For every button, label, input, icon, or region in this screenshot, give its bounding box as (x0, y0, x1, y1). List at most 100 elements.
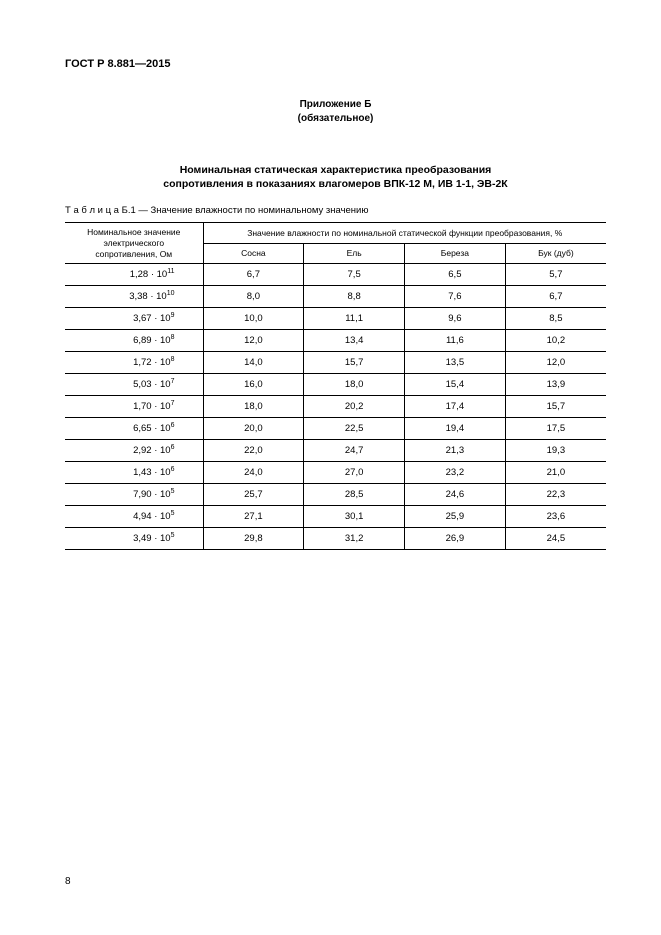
col-header-group: Значение влажности по номинальной статич… (203, 223, 606, 243)
cell-value: 23,2 (405, 462, 506, 484)
cell-value: 24,0 (203, 462, 304, 484)
appendix-heading: Приложение Б (обязательное) (65, 98, 606, 125)
table-row: 1,28 · 10116,77,56,55,7 (65, 264, 606, 286)
cell-resistance: 4,94 · 105 (65, 506, 203, 528)
col-header-resistance: Номинальное значение электрического сопр… (65, 223, 203, 264)
cell-value: 21,3 (405, 440, 506, 462)
cell-value: 19,4 (405, 418, 506, 440)
cell-value: 10,2 (505, 330, 606, 352)
cell-value: 18,0 (203, 396, 304, 418)
cell-value: 13,9 (505, 374, 606, 396)
cell-value: 15,7 (505, 396, 606, 418)
appendix-note: (обязательное) (65, 112, 606, 126)
cell-resistance: 7,90 · 105 (65, 484, 203, 506)
col-header-spruce: Ель (304, 243, 405, 263)
cell-value: 6,7 (505, 286, 606, 308)
resistance-header-l3: сопротивления, Ом (67, 249, 201, 260)
resistance-header-l2: электрического (67, 238, 201, 249)
cell-value: 15,4 (405, 374, 506, 396)
cell-value: 25,9 (405, 506, 506, 528)
cell-value: 13,5 (405, 352, 506, 374)
table-caption-prefix: Т а б л и ц а (65, 205, 119, 216)
table-row: 3,49 · 10529,831,226,924,5 (65, 528, 606, 550)
cell-value: 12,0 (505, 352, 606, 374)
cell-value: 22,5 (304, 418, 405, 440)
cell-value: 24,7 (304, 440, 405, 462)
cell-value: 11,6 (405, 330, 506, 352)
table-caption-rest: Б.1 — Значение влажности по номинальному… (119, 205, 369, 216)
table-row: 1,43 · 10624,027,023,221,0 (65, 462, 606, 484)
cell-value: 29,8 (203, 528, 304, 550)
cell-value: 7,5 (304, 264, 405, 286)
table-row: 3,67 · 10910,011,19,68,5 (65, 308, 606, 330)
cell-value: 22,0 (203, 440, 304, 462)
page-number: 8 (65, 876, 71, 887)
table-row: 7,90 · 10525,728,524,622,3 (65, 484, 606, 506)
table-row: 4,94 · 10527,130,125,923,6 (65, 506, 606, 528)
cell-value: 12,0 (203, 330, 304, 352)
cell-value: 26,9 (405, 528, 506, 550)
cell-value: 22,3 (505, 484, 606, 506)
page-content: ГОСТ Р 8.881—2015 Приложение Б (обязател… (0, 0, 661, 550)
col-header-pine: Сосна (203, 243, 304, 263)
cell-value: 16,0 (203, 374, 304, 396)
table-row: 6,89 · 10812,013,411,610,2 (65, 330, 606, 352)
cell-value: 20,2 (304, 396, 405, 418)
table-header-row-1: Номинальное значение электрического сопр… (65, 223, 606, 243)
cell-value: 6,5 (405, 264, 506, 286)
table-row: 5,03 · 10716,018,015,413,9 (65, 374, 606, 396)
resistance-header-l1: Номинальное значение (67, 227, 201, 238)
table-row: 2,92 · 10622,024,721,319,3 (65, 440, 606, 462)
cell-resistance: 1,43 · 106 (65, 462, 203, 484)
table-row: 1,70 · 10718,020,217,415,7 (65, 396, 606, 418)
col-header-beech: Бук (дуб) (505, 243, 606, 263)
data-table: Номинальное значение электрического сопр… (65, 222, 606, 550)
cell-value: 27,0 (304, 462, 405, 484)
cell-value: 6,7 (203, 264, 304, 286)
table-row: 1,72 · 10814,015,713,512,0 (65, 352, 606, 374)
cell-value: 21,0 (505, 462, 606, 484)
cell-value: 28,5 (304, 484, 405, 506)
cell-value: 8,8 (304, 286, 405, 308)
cell-value: 15,7 (304, 352, 405, 374)
cell-resistance: 3,38 · 1010 (65, 286, 203, 308)
cell-resistance: 1,70 · 107 (65, 396, 203, 418)
cell-value: 11,1 (304, 308, 405, 330)
title-line-1: Номинальная статическая характеристика п… (65, 163, 606, 177)
appendix-label: Приложение Б (65, 98, 606, 112)
cell-value: 30,1 (304, 506, 405, 528)
cell-resistance: 1,28 · 1011 (65, 264, 203, 286)
cell-value: 24,6 (405, 484, 506, 506)
cell-value: 7,6 (405, 286, 506, 308)
cell-value: 25,7 (203, 484, 304, 506)
table-caption: Т а б л и ц а Б.1 — Значение влажности п… (65, 205, 606, 216)
cell-value: 19,3 (505, 440, 606, 462)
cell-resistance: 3,67 · 109 (65, 308, 203, 330)
cell-value: 31,2 (304, 528, 405, 550)
section-title: Номинальная статическая характеристика п… (65, 163, 606, 191)
col-header-birch: Береза (405, 243, 506, 263)
cell-resistance: 3,49 · 105 (65, 528, 203, 550)
table-row: 6,65 · 10620,022,519,417,5 (65, 418, 606, 440)
cell-value: 9,6 (405, 308, 506, 330)
cell-value: 27,1 (203, 506, 304, 528)
cell-value: 13,4 (304, 330, 405, 352)
cell-value: 5,7 (505, 264, 606, 286)
cell-resistance: 5,03 · 107 (65, 374, 203, 396)
cell-resistance: 1,72 · 108 (65, 352, 203, 374)
cell-value: 23,6 (505, 506, 606, 528)
title-line-2: сопротивления в показаниях влагомеров ВП… (65, 177, 606, 191)
cell-value: 10,0 (203, 308, 304, 330)
cell-resistance: 6,89 · 108 (65, 330, 203, 352)
cell-value: 24,5 (505, 528, 606, 550)
cell-value: 17,5 (505, 418, 606, 440)
cell-resistance: 6,65 · 106 (65, 418, 203, 440)
document-id: ГОСТ Р 8.881—2015 (65, 58, 606, 70)
table-body: 1,28 · 10116,77,56,55,73,38 · 10108,08,8… (65, 264, 606, 550)
cell-value: 18,0 (304, 374, 405, 396)
cell-value: 8,5 (505, 308, 606, 330)
cell-value: 8,0 (203, 286, 304, 308)
cell-resistance: 2,92 · 106 (65, 440, 203, 462)
cell-value: 14,0 (203, 352, 304, 374)
cell-value: 20,0 (203, 418, 304, 440)
